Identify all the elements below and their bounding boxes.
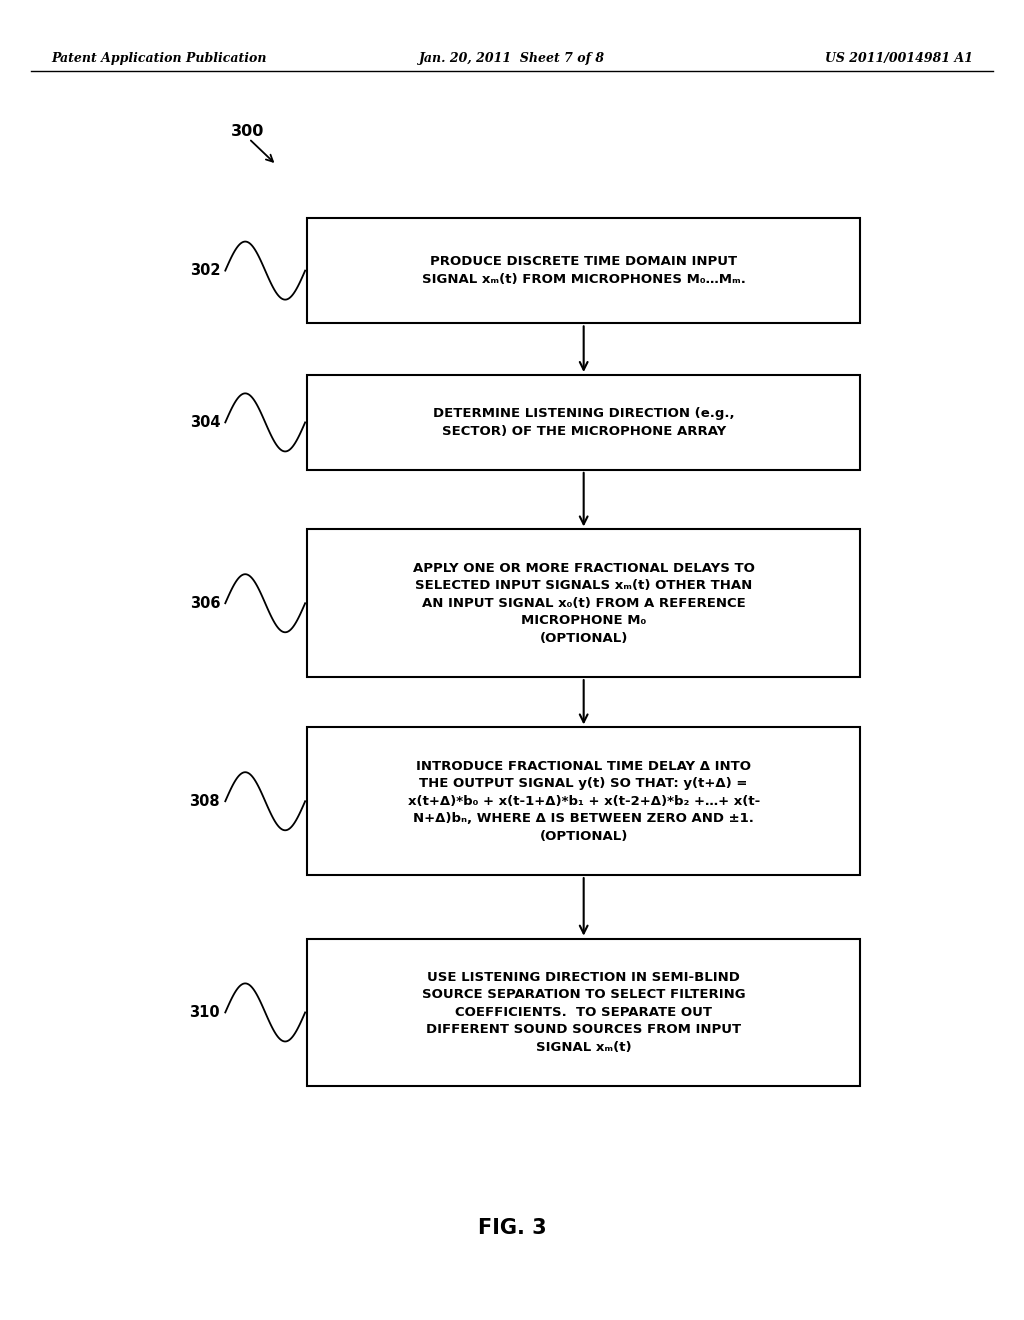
FancyBboxPatch shape (307, 727, 860, 875)
Text: INTRODUCE FRACTIONAL TIME DELAY Δ INTO
THE OUTPUT SIGNAL y(t) SO THAT: y(t+Δ) =
: INTRODUCE FRACTIONAL TIME DELAY Δ INTO T… (408, 760, 760, 842)
Text: 304: 304 (189, 414, 220, 430)
FancyBboxPatch shape (307, 529, 860, 677)
Text: PRODUCE DISCRETE TIME DOMAIN INPUT
SIGNAL xₘ(t) FROM MICROPHONES M₀…Mₘ.: PRODUCE DISCRETE TIME DOMAIN INPUT SIGNA… (422, 255, 745, 286)
Text: USE LISTENING DIRECTION IN SEMI-BLIND
SOURCE SEPARATION TO SELECT FILTERING
COEF: USE LISTENING DIRECTION IN SEMI-BLIND SO… (422, 972, 745, 1053)
Text: Jan. 20, 2011  Sheet 7 of 8: Jan. 20, 2011 Sheet 7 of 8 (419, 51, 605, 65)
FancyBboxPatch shape (307, 375, 860, 470)
Text: DETERMINE LISTENING DIRECTION (e.g.,
SECTOR) OF THE MICROPHONE ARRAY: DETERMINE LISTENING DIRECTION (e.g., SEC… (433, 407, 734, 438)
Text: Patent Application Publication: Patent Application Publication (51, 51, 266, 65)
FancyBboxPatch shape (307, 218, 860, 323)
Text: 308: 308 (189, 793, 220, 809)
Text: APPLY ONE OR MORE FRACTIONAL DELAYS TO
SELECTED INPUT SIGNALS xₘ(t) OTHER THAN
A: APPLY ONE OR MORE FRACTIONAL DELAYS TO S… (413, 562, 755, 644)
Text: FIG. 3: FIG. 3 (477, 1217, 547, 1238)
Text: 306: 306 (189, 595, 220, 611)
FancyBboxPatch shape (307, 939, 860, 1086)
Text: 302: 302 (189, 263, 220, 279)
Text: 310: 310 (189, 1005, 220, 1020)
Text: US 2011/0014981 A1: US 2011/0014981 A1 (824, 51, 973, 65)
Text: 300: 300 (230, 124, 264, 140)
